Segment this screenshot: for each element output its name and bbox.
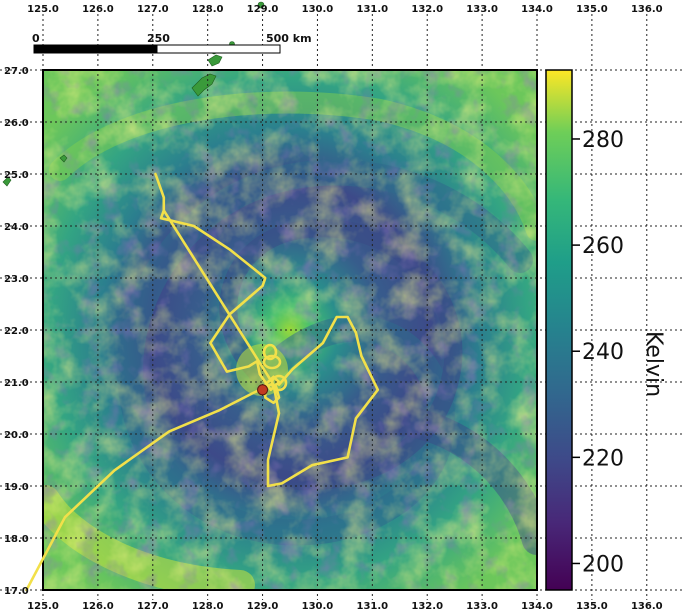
colorbar-tick-label: 260 <box>582 234 624 259</box>
lon-tick-label-top: 129.0 <box>247 4 279 15</box>
lat-tick-label: 19.0 <box>4 482 29 493</box>
lat-tick-label: 23.0 <box>4 274 29 285</box>
lon-tick-label-top: 127.0 <box>137 4 169 15</box>
lon-tick-label-bottom: 130.0 <box>302 601 334 612</box>
lon-tick-label-top: 134.0 <box>521 4 553 15</box>
colorbar-label: Kelvin <box>641 331 666 397</box>
scalebar-label-250: 250 <box>147 32 170 45</box>
flight-track <box>25 172 380 592</box>
lon-tick-label-bottom: 135.0 <box>576 601 608 612</box>
lon-tick-label-bottom: 126.0 <box>82 601 114 612</box>
lon-tick-label-top: 136.0 <box>631 4 663 15</box>
colorbar-tick-label: 240 <box>582 340 624 365</box>
lon-tick-label-bottom: 125.0 <box>27 601 59 612</box>
lon-tick-label-bottom: 136.0 <box>631 601 663 612</box>
colorbar-tick-label: 220 <box>582 446 624 471</box>
colorbar: 200 220 240 260 280 Kelvin <box>545 69 666 591</box>
scalebar-label-0: 0 <box>32 32 40 45</box>
lon-tick-label-top: 133.0 <box>466 4 498 15</box>
lon-tick-label-bottom: 129.0 <box>247 601 279 612</box>
lat-tick-label: 26.0 <box>4 118 29 129</box>
lon-tick-label-bottom: 128.0 <box>192 601 224 612</box>
lat-tick-label: 25.0 <box>4 170 29 181</box>
lon-tick-label-top: 125.0 <box>27 4 59 15</box>
lat-tick-label: 24.0 <box>4 222 29 233</box>
colorbar-tick-label: 200 <box>582 552 624 577</box>
eyewall-loops <box>262 343 288 392</box>
lon-tick-label-top: 130.0 <box>302 4 334 15</box>
lon-tick-label-top: 132.0 <box>411 4 443 15</box>
lat-tick-label: 17.0 <box>4 586 29 597</box>
lat-tick-label: 20.0 <box>4 430 29 441</box>
storm-center-marker <box>257 384 269 396</box>
lon-tick-label-top: 135.0 <box>576 4 608 15</box>
lon-tick-label-bottom: 127.0 <box>137 601 169 612</box>
tick-labels: 125.0 126.0 127.0 128.0 129.0 130.0 131.0 132.0… <box>4 4 663 612</box>
lat-tick-label: 18.0 <box>4 534 29 545</box>
lon-tick-label-top: 126.0 <box>82 4 114 15</box>
lat-tick-label: 22.0 <box>4 326 29 337</box>
scalebar-label-500: 500 km <box>266 32 312 45</box>
lon-tick-label-top: 128.0 <box>192 4 224 15</box>
lon-tick-label-top: 131.0 <box>357 4 389 15</box>
scale-bar: 0 250 500 km <box>32 32 312 54</box>
lat-tick-label: 21.0 <box>4 378 29 389</box>
colorbar-gradient <box>545 69 573 591</box>
map-frame <box>42 69 538 591</box>
lon-tick-label-bottom: 134.0 <box>521 601 553 612</box>
colorbar-tick-label: 280 <box>582 128 624 153</box>
lon-tick-label-bottom: 133.0 <box>466 601 498 612</box>
lon-tick-label-bottom: 131.0 <box>357 601 389 612</box>
lat-tick-label: 27.0 <box>4 66 29 77</box>
colorbar-ticks: 200 220 240 260 280 <box>572 128 624 577</box>
lon-tick-label-bottom: 132.0 <box>411 601 443 612</box>
